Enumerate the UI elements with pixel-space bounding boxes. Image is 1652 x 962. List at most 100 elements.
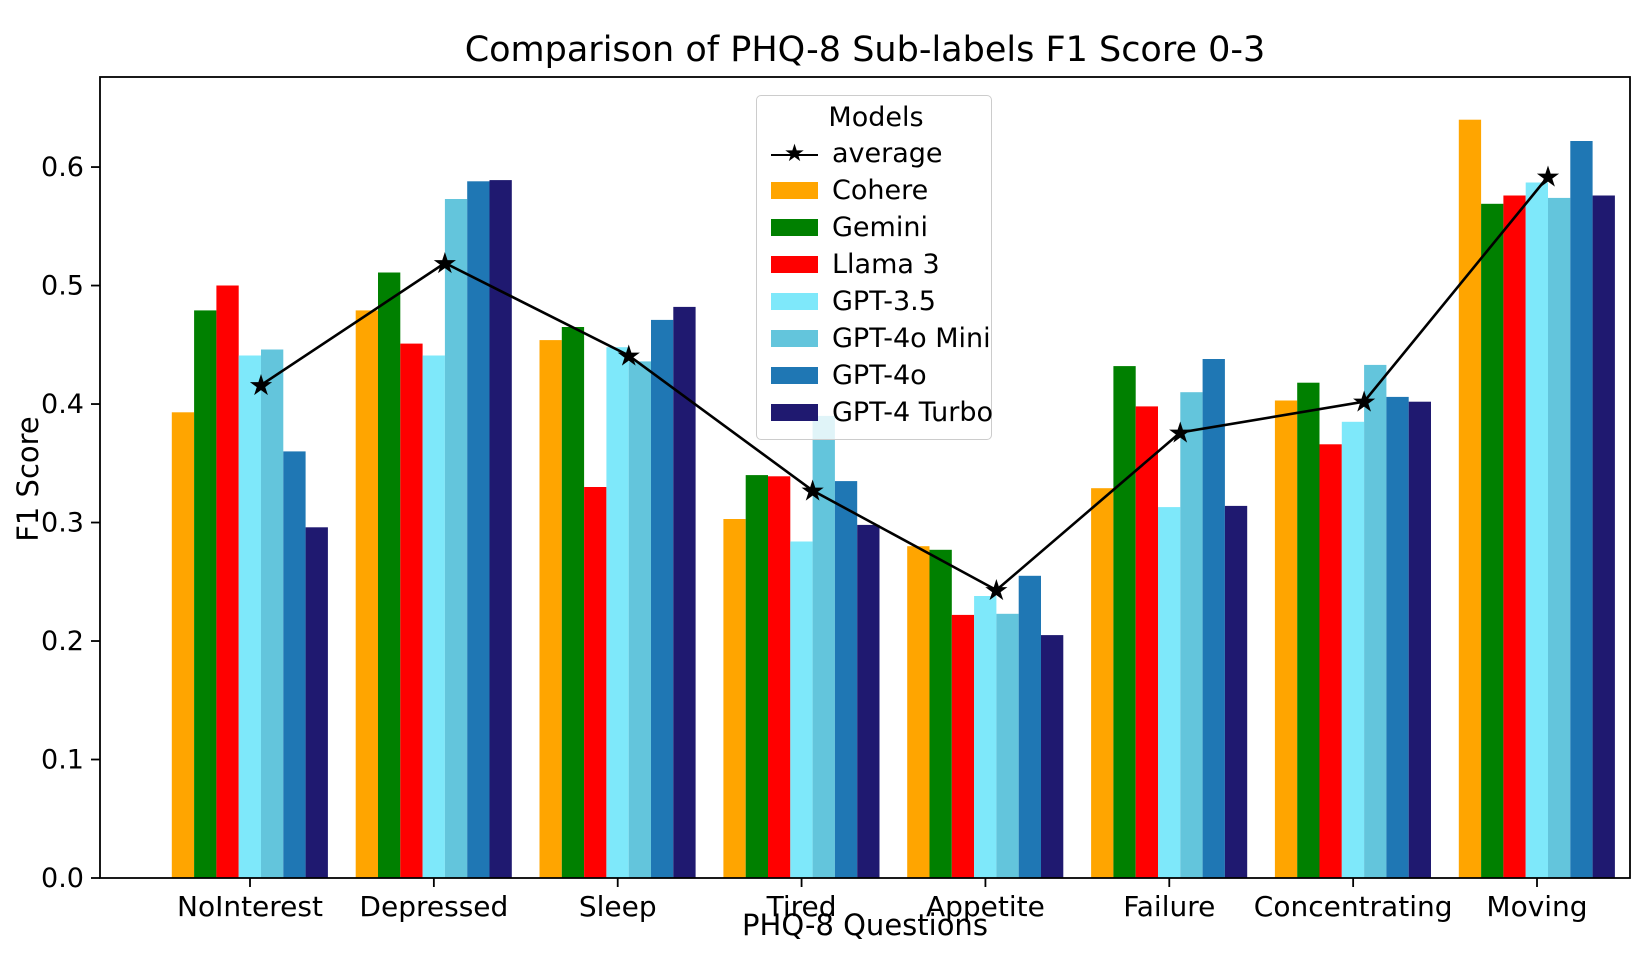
bar-gemini-appetite bbox=[929, 549, 952, 878]
bar-gpt-4o-nointerest bbox=[283, 451, 306, 878]
bar-gpt-4o-tired bbox=[834, 481, 858, 878]
average-star-marker: ★ bbox=[800, 474, 826, 508]
bar-cohere-nointerest bbox=[171, 412, 195, 878]
y-tick-label: 0.1 bbox=[41, 745, 84, 776]
average-line bbox=[260, 175, 1550, 592]
average-star-marker: ★ bbox=[432, 246, 458, 280]
bar-gpt-4o-depressed bbox=[467, 181, 490, 879]
legend-item-gpt-4o-mini: GPT-4o Mini bbox=[771, 320, 991, 357]
chart-title: Comparison of PHQ-8 Sub-labels F1 Score … bbox=[464, 30, 1266, 70]
bar-cohere-appetite bbox=[907, 546, 930, 878]
bar-gpt-3.5-tired bbox=[790, 541, 813, 878]
bar-gpt-3.5-sleep bbox=[606, 347, 629, 878]
bar-gpt-4o-appetite bbox=[1018, 575, 1041, 878]
x-tick-label-tired: Tired bbox=[766, 890, 837, 923]
bar-gpt-4o-mini-appetite bbox=[996, 613, 1019, 878]
x-tick-label-sleep: Sleep bbox=[579, 890, 657, 923]
bar-gpt-4-turbo-tired bbox=[857, 524, 880, 878]
bar-llama-3-failure bbox=[1135, 406, 1158, 878]
y-tick-label: 0.4 bbox=[41, 389, 84, 420]
bar-gpt-3.5-failure bbox=[1158, 507, 1181, 878]
bar-gpt-4-turbo-moving bbox=[1592, 195, 1615, 878]
star-icon: ★ bbox=[783, 138, 806, 167]
legend-items: ★ average Cohere Gemini Llama 3 GPT-3.5 GPT-4o… bbox=[771, 135, 993, 431]
x-tick-label-depressed: Depressed bbox=[359, 890, 508, 923]
bar-gpt-4o-moving bbox=[1570, 141, 1593, 878]
bar-gpt-3.5-nointerest bbox=[238, 355, 261, 878]
legend-label: Llama 3 bbox=[832, 249, 940, 280]
legend-title: Models bbox=[828, 102, 924, 133]
bar-gpt-3.5-depressed bbox=[422, 355, 445, 878]
bar-llama-3-nointerest bbox=[216, 285, 239, 878]
legend-label: average bbox=[832, 138, 943, 169]
bar-gpt-4o-mini-moving bbox=[1548, 197, 1571, 878]
x-axis-title: PHQ-8 Questions bbox=[742, 908, 988, 942]
bar-gpt-4-turbo-concentrating bbox=[1408, 401, 1431, 878]
legend-item-gpt-3.5: GPT-3.5 bbox=[771, 283, 981, 320]
bar-gpt-4o-concentrating bbox=[1386, 396, 1409, 878]
bar-gemini-failure bbox=[1113, 366, 1136, 878]
bar-cohere-moving bbox=[1458, 119, 1482, 878]
legend-label: GPT-4o bbox=[832, 360, 927, 391]
color-swatch bbox=[771, 293, 818, 310]
x-tick-label-failure: Failure bbox=[1123, 890, 1215, 923]
x-tick-label-appetite: Appetite bbox=[926, 890, 1045, 923]
legend-item-llama-3: Llama 3 bbox=[771, 246, 981, 283]
legend-item-average: ★ average bbox=[771, 135, 981, 172]
average-line-swatch: ★ bbox=[771, 138, 818, 167]
bar-gpt-4o-mini-depressed bbox=[444, 199, 468, 878]
bar-gemini-sleep bbox=[561, 327, 585, 878]
color-swatch bbox=[771, 256, 818, 273]
bar-gpt-4o-mini-tired bbox=[812, 415, 835, 878]
bar-gpt-4o-mini-nointerest bbox=[261, 349, 284, 878]
y-tick-label: 0.2 bbox=[41, 626, 84, 657]
x-tick-label-moving: Moving bbox=[1486, 890, 1587, 923]
legend-item-gemini: Gemini bbox=[771, 209, 981, 246]
legend-label: GPT-3.5 bbox=[832, 286, 936, 317]
legend-item-cohere: Cohere bbox=[771, 172, 981, 209]
bar-llama-3-tired bbox=[768, 476, 791, 878]
bar-llama-3-moving bbox=[1503, 195, 1526, 878]
color-swatch bbox=[771, 330, 818, 347]
legend-label: GPT-4 Turbo bbox=[832, 397, 993, 428]
legend-label: Cohere bbox=[832, 175, 929, 206]
y-tick-label: 0.6 bbox=[41, 152, 84, 183]
y-tick-label: 0.5 bbox=[41, 271, 84, 302]
bar-gemini-nointerest bbox=[194, 310, 217, 878]
legend: Models ★ average Cohere Gemini Llama 3 GPT-3.… bbox=[756, 95, 993, 440]
bar-gpt-4-turbo-sleep bbox=[673, 306, 696, 878]
bar-llama-3-concentrating bbox=[1319, 444, 1342, 878]
bar-cohere-sleep bbox=[539, 340, 562, 879]
x-tick-label-nointerest: NoInterest bbox=[177, 890, 323, 923]
line-icon bbox=[771, 153, 818, 156]
legend-item-gpt-4-turbo: GPT-4 Turbo bbox=[771, 394, 993, 431]
average-star-marker: ★ bbox=[248, 368, 274, 402]
x-tick-label-concentrating: Concentrating bbox=[1254, 890, 1453, 923]
bar-cohere-concentrating bbox=[1274, 400, 1298, 878]
bar-llama-3-sleep bbox=[584, 487, 607, 878]
bar-llama-3-depressed bbox=[400, 343, 423, 879]
y-tick-label: 0.3 bbox=[41, 508, 84, 539]
bar-gpt-3.5-appetite bbox=[974, 596, 997, 878]
color-swatch bbox=[771, 182, 818, 199]
bar-gemini-depressed bbox=[378, 272, 401, 878]
bar-gpt-4-turbo-nointerest bbox=[305, 527, 328, 878]
bar-cohere-failure bbox=[1091, 488, 1114, 878]
bar-gpt-3.5-concentrating bbox=[1341, 421, 1365, 878]
legend-item-gpt-4o: GPT-4o bbox=[771, 357, 981, 394]
bar-gpt-3.5-moving bbox=[1525, 182, 1548, 878]
legend-label: Gemini bbox=[832, 212, 928, 243]
bar-gemini-tired bbox=[745, 475, 768, 878]
y-tick-label: 0.0 bbox=[41, 863, 84, 894]
bar-gpt-4-turbo-failure bbox=[1224, 505, 1248, 878]
average-star-marker: ★ bbox=[983, 573, 1009, 607]
bar-cohere-depressed bbox=[355, 310, 378, 878]
axes-box bbox=[99, 76, 1631, 879]
color-swatch bbox=[771, 404, 818, 421]
bar-gpt-4o-mini-failure bbox=[1180, 392, 1203, 878]
bar-gpt-4o-mini-sleep bbox=[628, 361, 651, 878]
bar-gemini-moving bbox=[1481, 203, 1504, 879]
color-swatch bbox=[771, 367, 818, 384]
